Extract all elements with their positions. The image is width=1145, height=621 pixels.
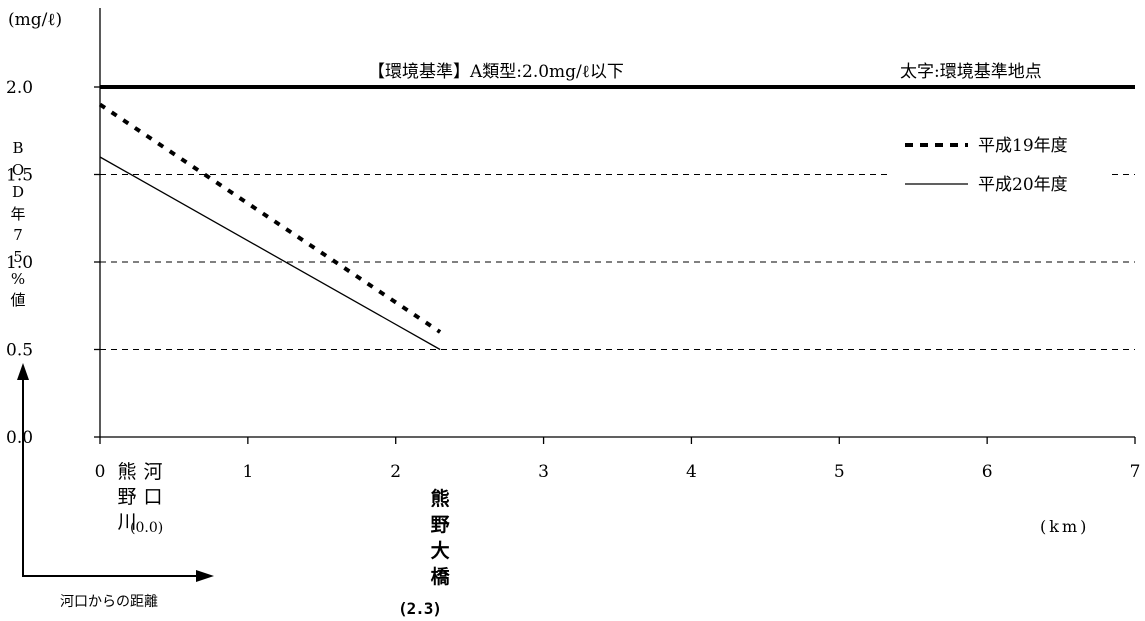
x-tick-label-2: 2: [390, 462, 401, 482]
y-axis-title-char-5: 5: [13, 248, 23, 266]
standard-label: 【環境基準】A類型:2.0mg/ℓ以下: [368, 62, 624, 82]
x-tick-label-7: 7: [1130, 462, 1141, 482]
y-axis-title-char-2: D: [12, 183, 24, 201]
y-axis-title-char-0: B: [12, 139, 23, 157]
legend-label-h20: 平成20年度: [978, 175, 1068, 195]
location-kumano-ohashi-value: (2.3): [398, 599, 442, 618]
grid-lines: [100, 173, 1135, 350]
x-tick-label-4: 4: [686, 462, 697, 482]
location-kumano-ohashi-char-0: 熊: [431, 487, 450, 510]
y-tick-label-1: 0.5: [6, 341, 33, 361]
x-unit-label: (km): [1040, 517, 1089, 536]
x-tick-label-3: 3: [538, 462, 549, 482]
location-kumanogawa-char-1: 野: [117, 486, 136, 508]
x-tick-label-6: 6: [982, 462, 993, 482]
y-tick-label-2: 1.0: [6, 253, 33, 273]
y-axis-title-char-3: 年: [10, 205, 25, 223]
legend-label-h19: 平成19年度: [978, 136, 1068, 156]
axes: 0.0 0.5 1.0 1.5 2.0 0 1 2 3 4 5 6 7: [6, 8, 1140, 482]
x-tick-label-5: 5: [834, 462, 845, 482]
location-estuary-char-1: 口: [143, 486, 162, 508]
location-kumanogawa-char-2: 川: [117, 511, 136, 533]
location-kumano-ohashi-char-3: 橋: [431, 565, 451, 588]
location-kumano-ohashi-char-2: 大: [431, 539, 450, 562]
y-axis-title-char-7: 値: [10, 291, 25, 309]
y-axis-title-char-4: 7: [13, 226, 23, 244]
y-tick-label-0: 0.0: [6, 428, 33, 448]
y-axis-title-char-1: O: [12, 161, 24, 179]
location-kumanogawa-value: (0.0): [130, 520, 163, 536]
series-line-0: [98, 102, 442, 334]
y-axis-title-char-6: %: [11, 270, 25, 288]
series-line-1: [99, 156, 441, 351]
distance-arrow-label: 河口からの距離: [60, 593, 158, 610]
legend: 平成19年度 平成20年度: [905, 136, 1068, 195]
location-estuary-char-0: 河: [143, 461, 162, 483]
series-lines: [98, 102, 442, 351]
location-kumanogawa-char-0: 熊: [117, 461, 136, 483]
bold-note: 太字:環境基準地点: [900, 62, 1042, 82]
x-tick-label-1: 1: [242, 462, 253, 482]
x-tick-label-0: 0: [95, 462, 106, 482]
location-kumano-ohashi-char-1: 野: [431, 514, 450, 536]
distance-arrow: [17, 363, 214, 582]
y-unit-label: (mg/ℓ): [8, 10, 62, 30]
location-kumanogawa-estuary: 熊野川 河口: [117, 461, 162, 533]
y-tick-label-4: 2.0: [6, 78, 33, 98]
y-tick-label-3: 1.5: [6, 166, 33, 186]
